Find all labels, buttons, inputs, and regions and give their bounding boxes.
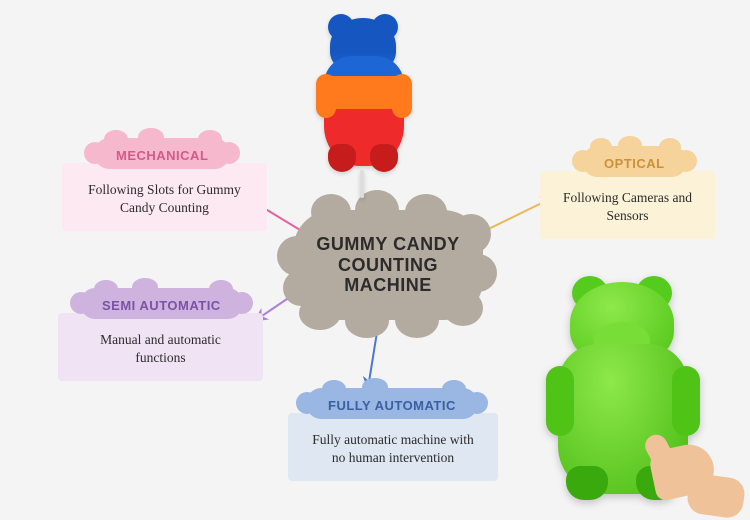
label-semi-automatic: SEMI AUTOMATIC <box>102 298 221 313</box>
center-title: GUMMY CANDY COUNTING MACHINE <box>293 210 483 320</box>
node-fully-automatic: FULLY AUTOMATIC Fully automatic machine … <box>288 388 498 481</box>
desc-optical: Following Cameras and Sensors <box>540 171 715 239</box>
label-fully-automatic: FULLY AUTOMATIC <box>328 398 456 413</box>
hand-icon <box>648 428 738 508</box>
center-node: GUMMY CANDY COUNTING MACHINE <box>293 210 483 320</box>
label-optical: OPTICAL <box>604 156 665 171</box>
desc-mechanical: Following Slots for Gummy Candy Counting <box>62 163 267 231</box>
desc-semi-automatic: Manual and automatic functions <box>58 313 263 381</box>
label-mechanical: MECHANICAL <box>116 148 208 163</box>
desc-fully-automatic: Fully automatic machine with no human in… <box>288 413 498 481</box>
node-mechanical: MECHANICAL Following Slots for Gummy Can… <box>62 138 267 231</box>
gummy-bear-multicolor-icon <box>310 8 420 178</box>
diagram-stage: GUMMY CANDY COUNTING MACHINE MECHANICAL … <box>0 0 750 516</box>
node-semi-automatic: SEMI AUTOMATIC Manual and automatic func… <box>58 288 263 381</box>
node-optical: OPTICAL Following Cameras and Sensors <box>540 146 715 239</box>
